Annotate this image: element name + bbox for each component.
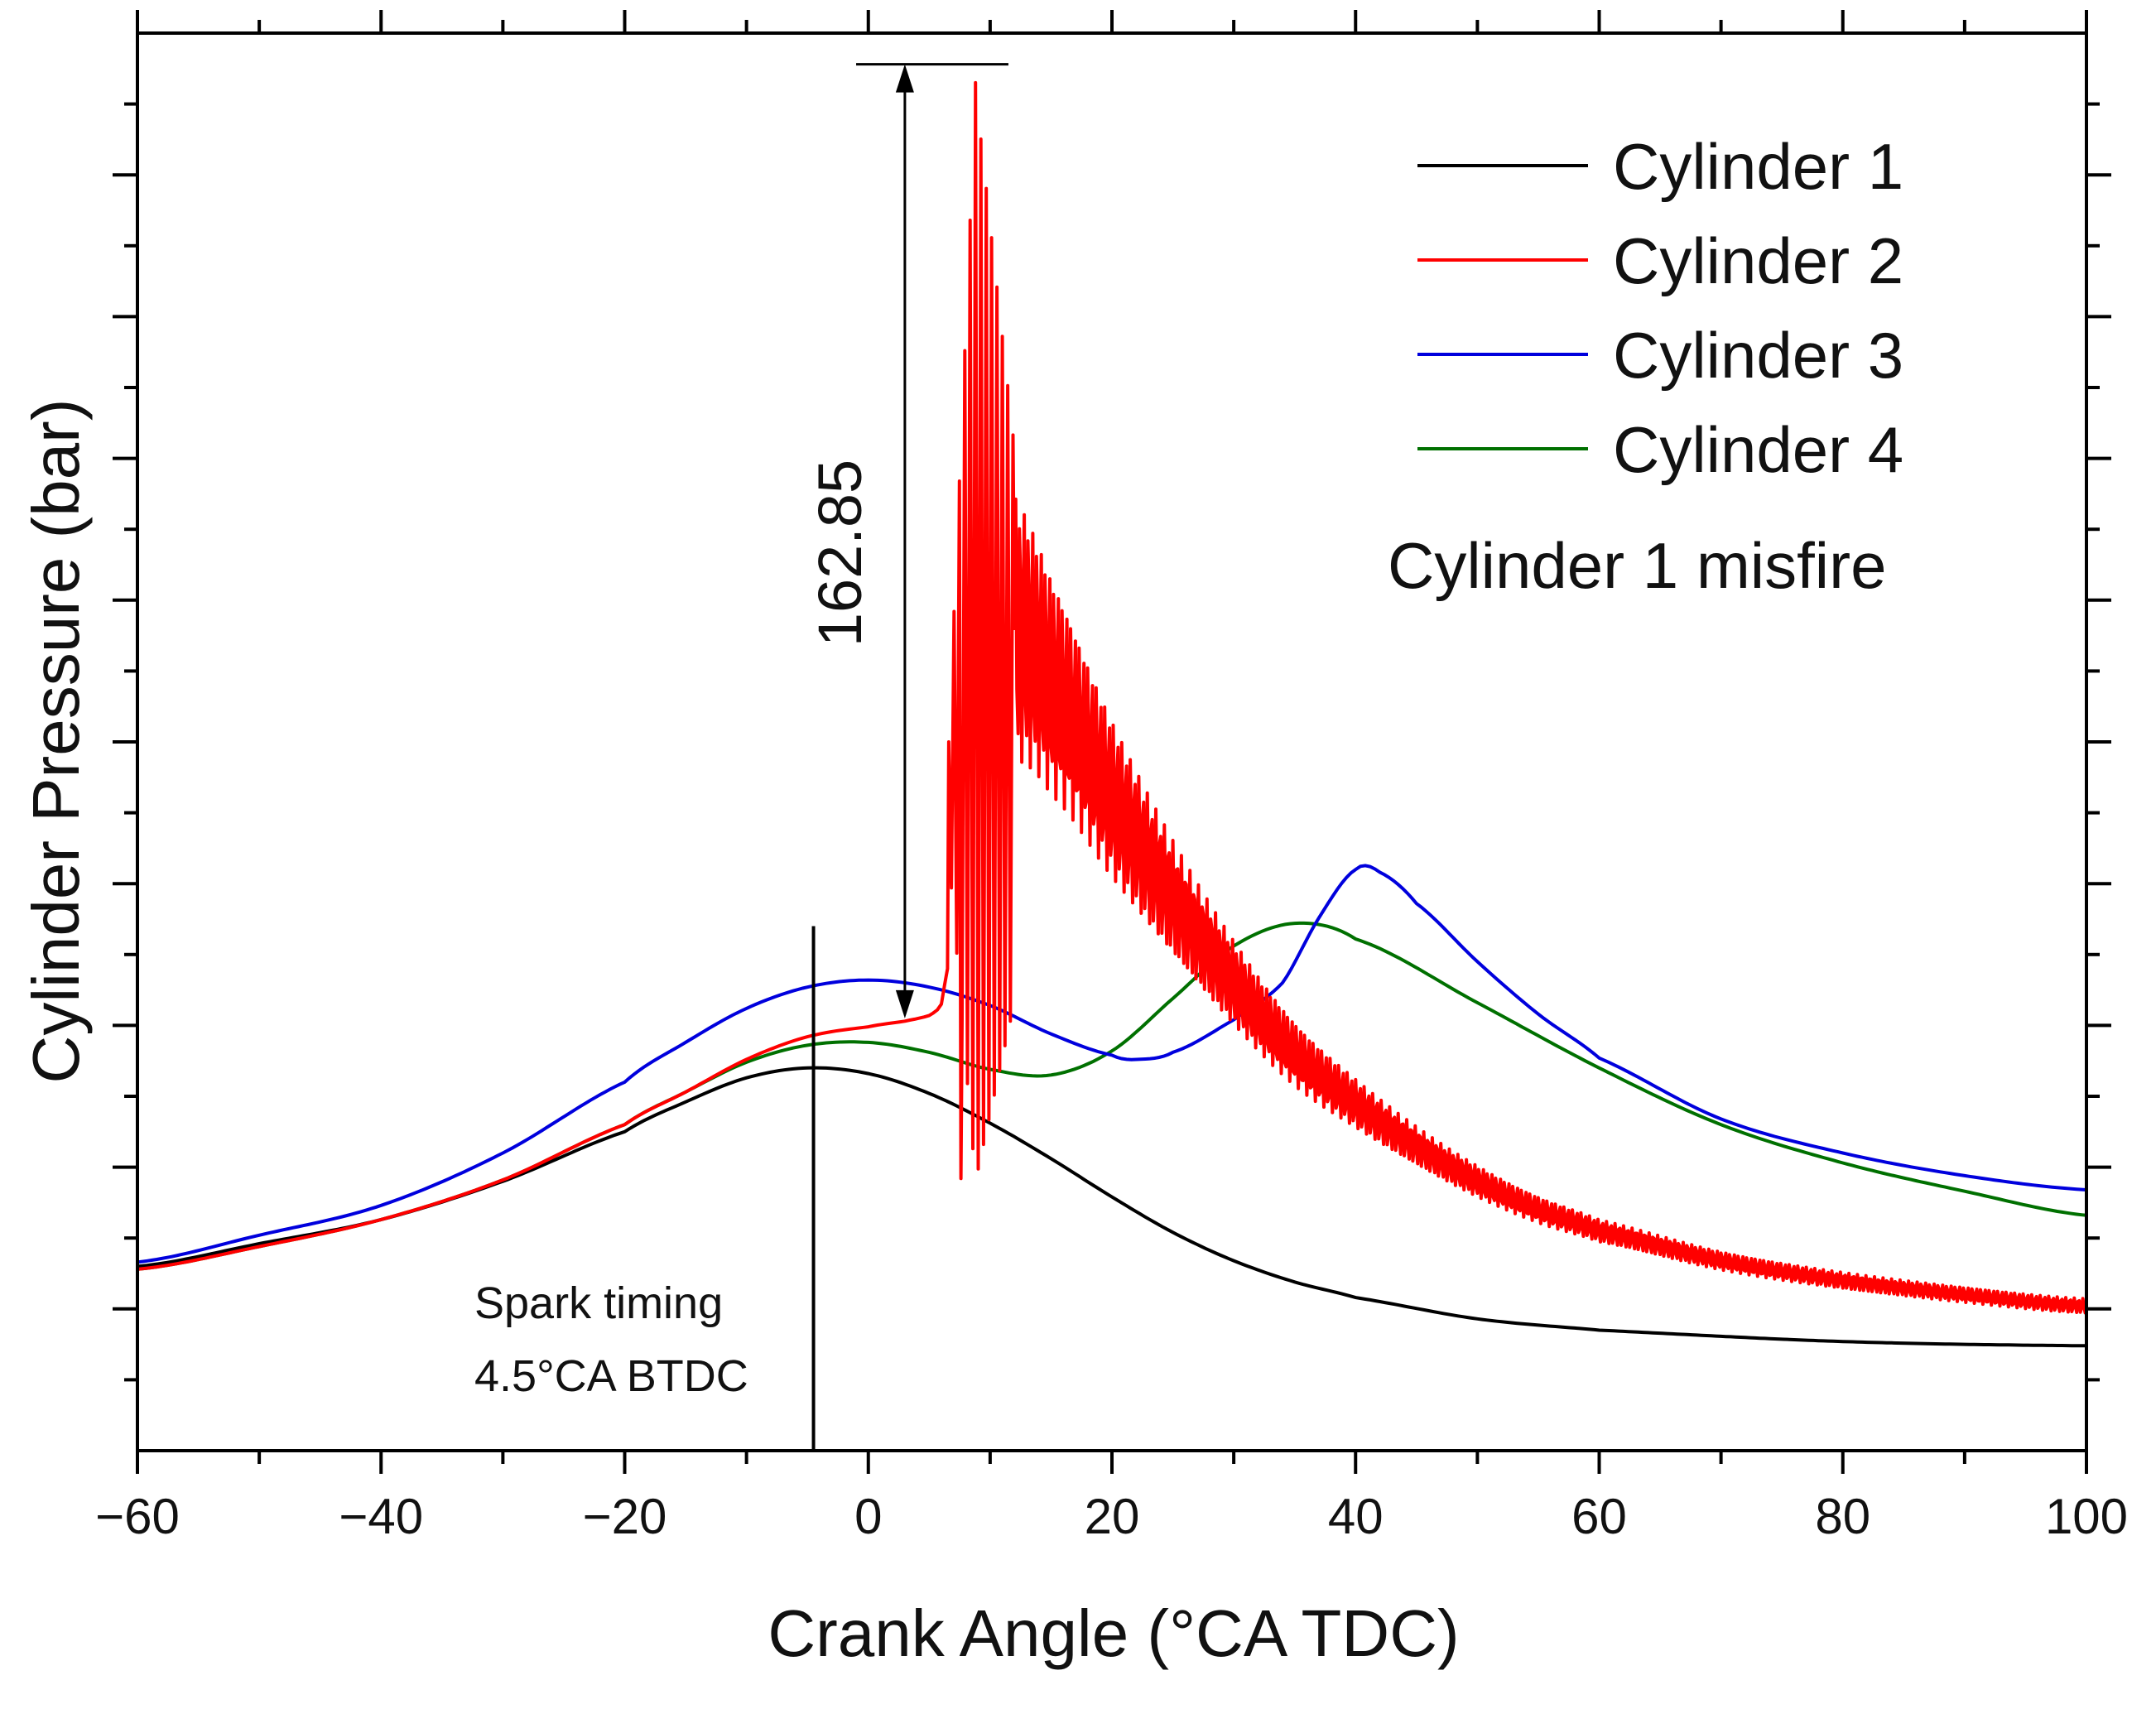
spark-timing-label: Spark timing (474, 1278, 723, 1328)
y-axis-label: Cylinder Pressure (bar) (19, 399, 93, 1084)
series-line-cylinder-2 (137, 80, 2088, 1315)
x-tick-label: 40 (1328, 1489, 1384, 1544)
legend-label-cylinder-4: Cylinder 4 (1613, 413, 1903, 486)
legend-label-cylinder-3: Cylinder 3 (1613, 319, 1903, 392)
legend-label-cylinder-1: Cylinder 1 (1613, 130, 1903, 203)
series-line-cylinder-4 (137, 921, 2087, 1271)
misfire-note: Cylinder 1 misfire (1388, 529, 1886, 602)
x-tick-label: 60 (1571, 1489, 1627, 1544)
x-tick-label: 20 (1085, 1489, 1140, 1544)
annotations (811, 63, 1008, 1451)
x-tick-label: −60 (95, 1489, 180, 1544)
axis-ticks: −60 −40 −20 0 20 40 60 80 100 (95, 10, 2128, 1544)
spark-angle-label: 4.5°CA BTDC (474, 1351, 748, 1401)
dimension-arrow-head-bottom (895, 989, 914, 1018)
x-tick-label: −20 (583, 1489, 667, 1544)
x-tick-label: 80 (1815, 1489, 1870, 1544)
plot-frame (136, 31, 2088, 1452)
dimension-arrow-head-top (895, 64, 914, 93)
x-tick-label: −40 (339, 1489, 423, 1544)
series-line-cylinder-3 (137, 864, 2087, 1264)
legend: Cylinder 1 Cylinder 2 Cylinder 3 Cylinde… (1417, 130, 1903, 486)
x-tick-label: 100 (2045, 1489, 2128, 1544)
legend-label-cylinder-2: Cylinder 2 (1613, 224, 1903, 297)
peak-pressure-value: 162.85 (806, 460, 874, 647)
plot-border (136, 31, 2088, 1452)
x-axis-label: Crank Angle (°CA TDC) (768, 1596, 1459, 1670)
x-tick-label: 0 (854, 1489, 882, 1544)
series-layer (137, 80, 2088, 1348)
